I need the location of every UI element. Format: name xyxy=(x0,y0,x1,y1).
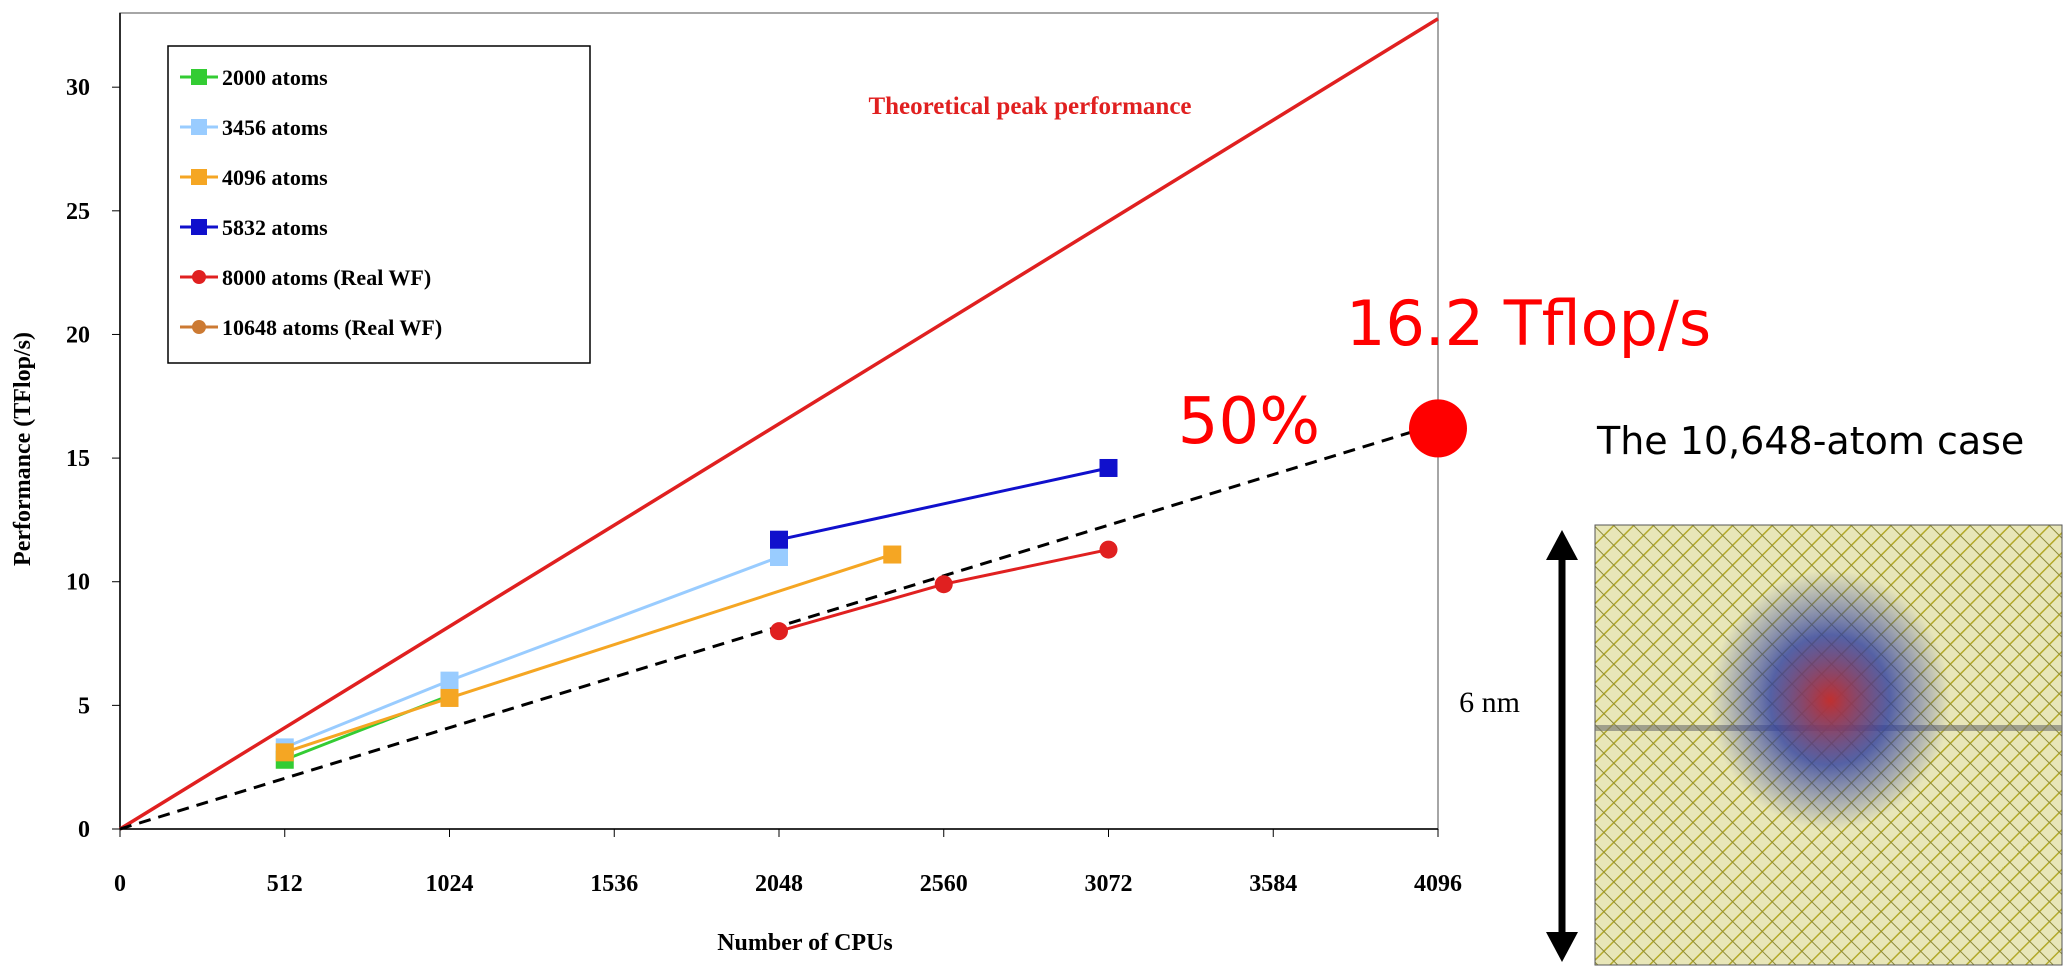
y-tick-label: 0 xyxy=(78,817,90,843)
x-tick-label: 0 xyxy=(114,871,126,897)
reference-label: 50% xyxy=(1178,385,1320,459)
arrow-head xyxy=(1546,530,1578,560)
x-axis-label: Number of CPUs xyxy=(717,930,893,956)
legend-label: 2000 atoms xyxy=(222,65,328,90)
atom-image: The 10,648-atom case 6 nm xyxy=(1459,419,2062,965)
y-axis-label: Performance (TFlop/s) xyxy=(10,332,36,566)
legend-label: 3456 atoms xyxy=(222,115,328,140)
legend-marker xyxy=(191,219,207,235)
legend-label: 4096 atoms xyxy=(222,165,328,190)
y-tick-label: 25 xyxy=(66,199,90,225)
marker xyxy=(770,531,788,549)
arrow-head xyxy=(1546,932,1578,962)
marker xyxy=(935,575,953,593)
x-tick-label: 3072 xyxy=(1085,871,1133,897)
x-tick-label: 3584 xyxy=(1249,871,1297,897)
legend-label: 10648 atoms (Real WF) xyxy=(222,315,442,340)
marker xyxy=(883,546,901,564)
y-tick-label: 15 xyxy=(66,446,90,472)
marker xyxy=(441,689,459,707)
legend-marker xyxy=(192,270,206,284)
y-tick-label: 30 xyxy=(66,75,90,101)
x-tick-label: 4096 xyxy=(1414,871,1462,897)
legend-label: 5832 atoms xyxy=(222,215,328,240)
reference-label: Theoretical peak performance xyxy=(868,93,1191,120)
x-tick-label: 2048 xyxy=(755,871,803,897)
x-tick-label: 1024 xyxy=(426,871,474,897)
figure: 0 512 1024 1536 2048 2560 3072 3584 4096 0 5 10 15 20… xyxy=(0,0,2071,967)
x-tick-label: 1536 xyxy=(590,871,638,897)
highlight-label: 16.2 Tflop/s xyxy=(1346,287,1711,360)
size-label: 6 nm xyxy=(1459,686,1520,719)
marker xyxy=(770,622,788,640)
y-tick-label: 10 xyxy=(66,570,90,596)
marker xyxy=(770,548,788,566)
marker xyxy=(276,743,294,761)
marker xyxy=(441,672,459,690)
legend-marker xyxy=(191,69,207,85)
legend: 2000 atoms 3456 atoms 4096 atoms 5832 atoms… xyxy=(168,46,590,363)
marker xyxy=(1100,459,1118,477)
legend-marker xyxy=(191,119,207,135)
legend-label: 8000 atoms (Real WF) xyxy=(222,265,431,290)
y-tick-label: 20 xyxy=(66,322,90,348)
x-tick-label: 512 xyxy=(267,871,303,897)
y-tick-label: 5 xyxy=(78,693,90,719)
image-title: The 10,648-atom case xyxy=(1596,419,2024,463)
legend-marker xyxy=(192,320,206,334)
highlight-point xyxy=(1409,399,1467,457)
legend-marker xyxy=(191,169,207,185)
atom-core xyxy=(1710,570,1950,830)
x-tick-label: 2560 xyxy=(920,871,968,897)
marker xyxy=(1100,541,1118,559)
